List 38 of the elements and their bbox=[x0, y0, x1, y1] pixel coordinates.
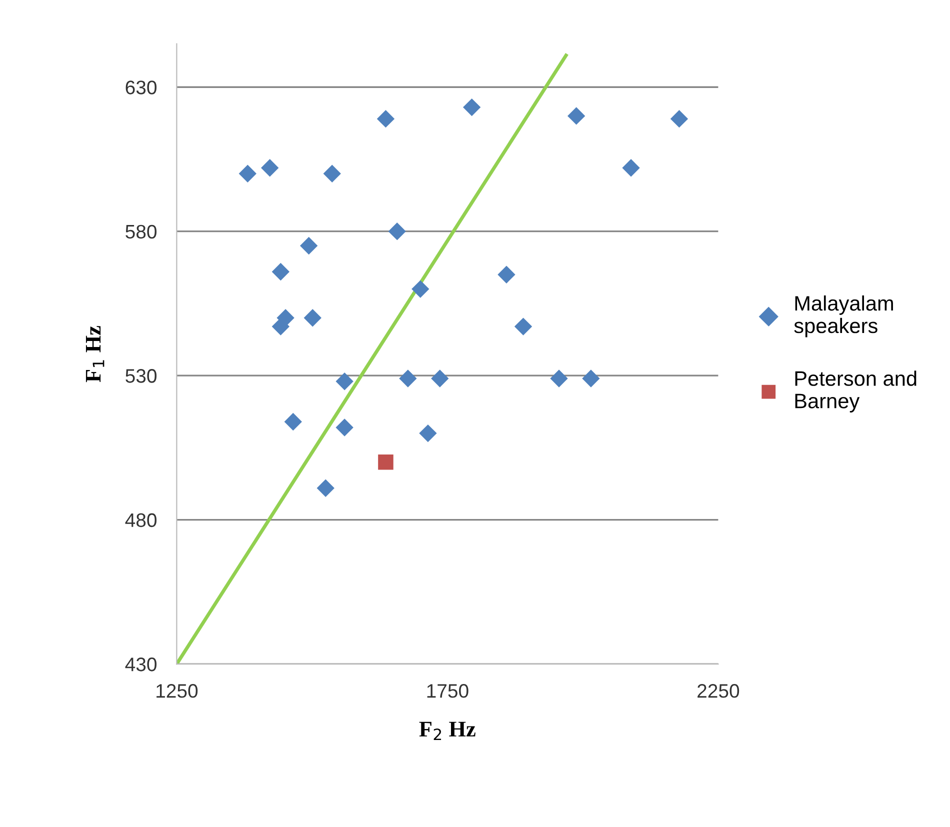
point bbox=[568, 107, 585, 125]
point bbox=[272, 263, 290, 280]
x-tick-label: 2250 bbox=[698, 684, 740, 698]
point bbox=[431, 370, 448, 388]
point bbox=[304, 309, 322, 326]
point bbox=[412, 280, 429, 298]
point bbox=[622, 159, 640, 176]
x-axis-title: F$_{2}$ Hz bbox=[419, 722, 476, 740]
point bbox=[239, 165, 256, 182]
point bbox=[378, 454, 394, 470]
y-tick-label: 430 bbox=[125, 658, 156, 672]
legend-label: Peterson and Barney bbox=[795, 370, 916, 412]
point bbox=[324, 165, 341, 182]
point bbox=[377, 110, 394, 128]
y-tick-label: 480 bbox=[125, 513, 156, 528]
point bbox=[419, 424, 437, 442]
point bbox=[336, 418, 354, 436]
point bbox=[498, 266, 516, 284]
x-tick-label: 1250 bbox=[156, 684, 198, 698]
y-tick-label: 580 bbox=[126, 224, 156, 239]
x-tick-label: 1750 bbox=[427, 684, 468, 698]
y-axis-title: F$_{1}$ Hz bbox=[86, 326, 104, 382]
point bbox=[336, 372, 354, 390]
point bbox=[272, 318, 290, 336]
point bbox=[463, 98, 480, 116]
y-tick-label: 530 bbox=[126, 369, 156, 383]
point bbox=[514, 318, 532, 336]
point bbox=[300, 237, 318, 254]
y-tick-label: 630 bbox=[126, 80, 156, 94]
point bbox=[670, 110, 688, 128]
point bbox=[261, 159, 278, 176]
point bbox=[284, 413, 302, 430]
point bbox=[399, 370, 416, 388]
point bbox=[317, 480, 334, 497]
point bbox=[550, 370, 568, 388]
point bbox=[582, 370, 600, 388]
legend-label: Malayalam speakers bbox=[794, 295, 893, 338]
point bbox=[388, 222, 406, 240]
